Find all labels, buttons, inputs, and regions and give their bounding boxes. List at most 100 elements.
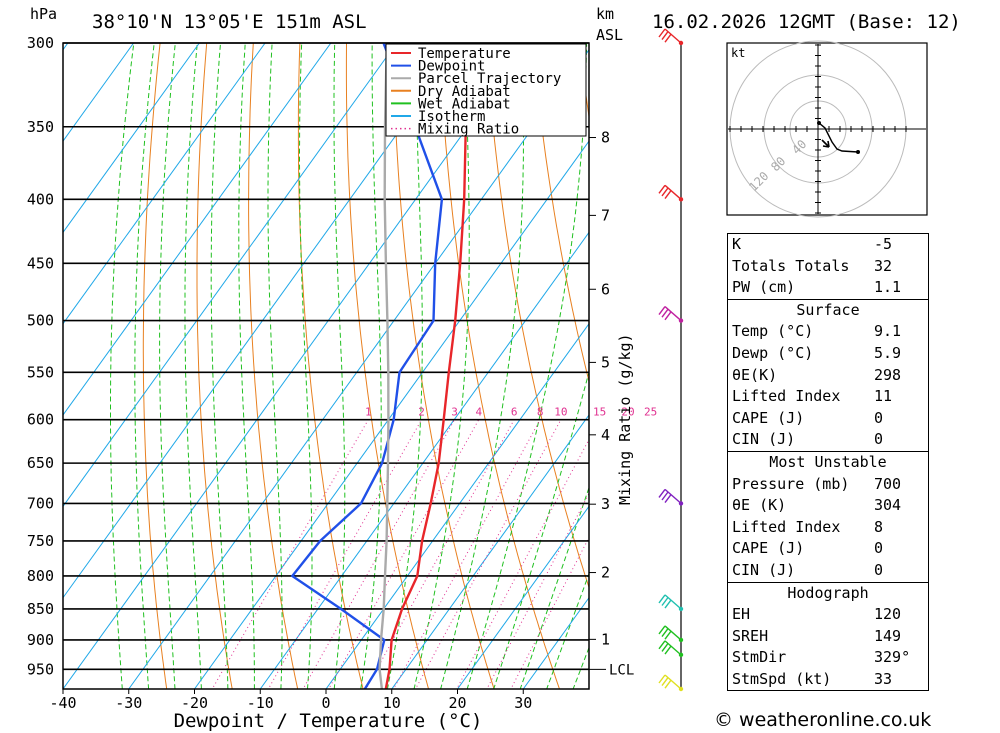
wet-adiabat-line [440,43,524,689]
index-value: 0 [874,560,884,579]
mixing-ratio-axis-label: Mixing Ratio (g/kg) [616,333,634,505]
dry-adiabat-line [941,6,1000,698]
wind-barb [658,594,684,612]
wind-barb [658,28,684,46]
index-value: 120 [874,605,902,624]
pressure-tick-label: 600 [27,411,54,429]
wind-barb [658,306,684,323]
wet-adiabat-line [210,43,229,689]
wet-adiabat-line [238,43,255,689]
wind-barb-feather [661,308,669,318]
isotherm-line [259,231,589,689]
wind-barb-feather [658,184,666,194]
legend-label: Temperature [418,46,511,62]
legend-label: Dry Adiabat [418,84,511,100]
indices-table: K -5 Totals Totals 32 PW (cm) 1.1 Surface Tem… [727,233,929,692]
wind-barb-feather [658,488,666,498]
x-tick-label: -10 [247,694,274,712]
pressure-tick-label: 750 [27,532,54,550]
pressure-tick-label: 950 [27,660,54,678]
wind-barb-shaft [664,594,682,610]
pressure-tick-label: 500 [27,312,54,330]
isotherm-line [63,43,200,234]
index-label: Pressure (mb) [732,474,850,493]
parcel-trajectory-profile [378,43,390,689]
wind-barb [658,674,684,692]
index-label: Temp (°C) [732,322,814,341]
wind-barb-feather [661,643,669,652]
mixing-ratio-line [211,419,369,689]
index-row: θE (K) 304 [728,495,928,517]
mixing-ratio-line [393,419,541,689]
pressure-tick-label: 300 [27,34,54,52]
datetime-title: 16.02.2026 12GMT (Base: 12) [652,11,961,33]
asl-unit: ASL [596,26,623,44]
legend-label: Dewpoint [418,59,485,75]
wind-barb [658,625,684,643]
legend-label: Mixing Ratio [418,122,519,138]
wind-barb-feather [664,679,672,689]
most-unstable-heading: Most Unstable [769,452,887,471]
wind-barb-feather [661,187,669,197]
indices-hodograph-section: Hodograph EH 120 SREH 149 StmDir 329° StmSpd (… [728,581,928,691]
mixing-ratio-line [328,419,480,689]
wet-adiabat-line [466,43,588,689]
surface-heading: Surface [796,300,860,319]
index-row: θE(K) 298 [728,365,928,387]
dry-adiabat-line [248,43,299,689]
index-label: Lifted Index [732,517,841,536]
index-row: Temp (°C) 9.1 [728,321,928,343]
wind-barb-shaft [664,184,682,200]
x-tick-label: 10 [383,694,401,712]
km-tick-label: 3 [601,495,610,513]
dewpoint-profile [291,43,444,689]
index-label: Dewp (°C) [732,343,814,362]
index-label: StmDir [732,648,787,667]
index-label: θE (K) [732,496,787,515]
isotherm-line [63,43,463,599]
wind-barb-feather [661,31,669,41]
indices-surface-section: Surface Temp (°C) 9.1 Dewp (°C) 5.9 θE(K) 298… [728,298,928,451]
wind-barb-shaft [664,306,682,322]
wind-barb-feather [661,628,669,637]
index-value: 149 [874,626,902,645]
pressure-tick-label: 400 [27,190,54,208]
index-label: θE(K) [732,365,778,384]
km-tick-label: 2 [601,564,610,582]
index-value: 0 [874,430,884,449]
wind-barb-feather [661,597,669,606]
index-value: 1.1 [874,278,902,297]
mixing-ratio-label: 10 [554,406,567,419]
wet-adiabat-line [413,43,470,689]
index-row: EH 120 [728,604,928,626]
km-tick-label: 5 [601,353,610,371]
isotherm-line [0,43,2,689]
wind-barb-feather [664,599,672,609]
mixing-ratio-label: 6 [511,406,518,419]
wet-adiabat-line [299,43,313,689]
pressure-tick-label: 850 [27,600,54,618]
location-title: 38°10'N 13°05'E 151m ASL [92,11,367,33]
x-tick-label: -40 [49,694,76,712]
credit-link[interactable]: © weatheronline.co.uk [714,709,932,731]
index-value: 9.1 [874,322,902,341]
hodograph-heading: Hodograph [787,583,869,602]
index-row: Lifted Index 8 [728,517,928,539]
km-tick-label: 7 [601,206,610,224]
pressure-tick-label: 550 [27,363,54,381]
x-tick-label: -20 [181,694,208,712]
isotherm-line [194,140,589,689]
wind-barb-feather [661,677,669,687]
mixing-ratio-label: 2 [418,406,425,419]
wind-barb [658,640,684,658]
wind-barb [658,184,684,202]
isotherm-line [63,43,529,689]
km-tick-label: 6 [601,280,610,298]
index-label: Totals Totals [732,256,850,275]
mixing-ratio-label: 3 [451,406,458,419]
index-label: Lifted Index [732,387,841,406]
x-tick-label: -30 [115,694,142,712]
wind-barb-shaft [664,674,682,690]
wind-barb-feather [658,625,666,635]
